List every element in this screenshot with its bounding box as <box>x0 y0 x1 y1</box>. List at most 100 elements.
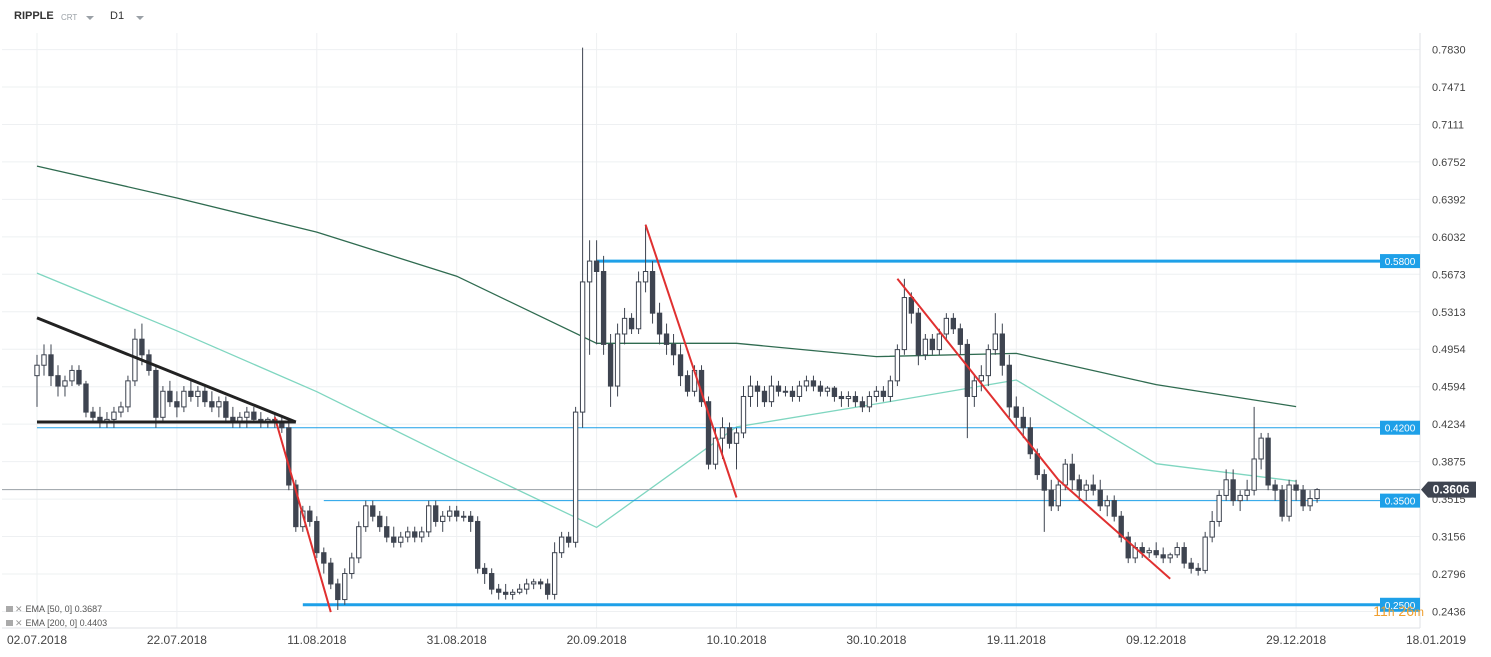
candle-body <box>649 270 656 314</box>
candle-body <box>195 390 201 397</box>
candle-body <box>391 536 397 543</box>
candle-body <box>740 395 747 434</box>
x-tick-label: 31.08.2018 <box>427 633 487 647</box>
y-tick-label: 0.6032 <box>1432 232 1466 244</box>
candle-body <box>887 380 894 397</box>
candle-body <box>1272 484 1278 491</box>
timer-m-unit: m <box>1414 605 1424 619</box>
y-tick-label: 0.4594 <box>1432 382 1466 394</box>
candle-body <box>1314 489 1320 500</box>
candle-body <box>1279 489 1285 517</box>
x-tick-label: 02.07.2018 <box>7 633 67 647</box>
candle-body <box>1258 437 1264 460</box>
candle-body <box>111 411 117 420</box>
candle-body <box>754 385 761 392</box>
candle-body <box>34 364 40 377</box>
close-icon[interactable]: ✕ <box>15 604 23 614</box>
candle-body <box>992 333 998 351</box>
candle-body <box>565 536 572 543</box>
symbol-label[interactable]: RIPPLE <box>14 10 54 22</box>
candle-body <box>929 338 936 351</box>
legend-value: 0.4403 <box>79 618 108 628</box>
trendline-red <box>273 417 332 613</box>
candle-body <box>335 583 341 601</box>
candle-body <box>551 552 558 595</box>
legend-ema-200: ✕ EMA [200, 0] 0.4403 <box>6 618 107 629</box>
candle-body <box>964 343 971 397</box>
candle-body <box>530 581 537 585</box>
last-price-badge <box>1421 481 1476 498</box>
candle-body <box>1118 515 1124 538</box>
market-dropdown-icon[interactable] <box>86 16 94 20</box>
candle-body <box>1300 489 1306 507</box>
candle-body <box>447 510 453 517</box>
y-tick-label: 0.2796 <box>1432 569 1466 581</box>
close-icon[interactable]: ✕ <box>15 618 23 628</box>
candle-body <box>747 385 754 397</box>
timer-minutes: 26 <box>1398 603 1414 619</box>
candle-body <box>614 333 621 387</box>
candle-body <box>1069 463 1075 481</box>
candle-body <box>118 406 124 413</box>
candle-body <box>1125 536 1131 559</box>
candle-body <box>824 387 831 392</box>
candle-body <box>1111 500 1117 517</box>
settings-icon[interactable] <box>6 620 13 626</box>
candle-body <box>286 427 292 486</box>
candle-body <box>482 567 488 575</box>
y-tick-label: 0.6752 <box>1432 157 1466 169</box>
ema-50-line <box>36 272 1297 529</box>
trendlines <box>36 224 1171 613</box>
candle-body <box>761 390 768 403</box>
candle-body <box>593 260 600 272</box>
y-tick-label: 0.6392 <box>1432 194 1466 206</box>
candle-body <box>384 526 390 538</box>
candle-body <box>726 427 733 444</box>
candle-body <box>1216 494 1222 522</box>
x-tick-label: 22.07.2018 <box>147 633 207 647</box>
candle-body <box>1027 427 1033 455</box>
candle-body <box>314 520 320 554</box>
candle-body <box>55 375 61 387</box>
candle-body <box>635 281 642 330</box>
timer-hours: 11 <box>1373 603 1388 619</box>
candle-body <box>1055 484 1061 507</box>
candle-body <box>1307 498 1313 507</box>
timeframe-label[interactable]: D1 <box>110 10 125 22</box>
candle-body <box>936 333 943 351</box>
candle-body <box>677 354 684 377</box>
candle-body <box>223 401 229 418</box>
candle-body <box>328 562 334 585</box>
timeframe-dropdown-icon[interactable] <box>136 16 144 20</box>
candle-body <box>1202 536 1208 571</box>
candle-body <box>978 375 984 382</box>
candle-body <box>684 375 691 392</box>
candle-body <box>999 333 1005 366</box>
legend-ema-50: ✕ EMA [50, 0] 0.3687 <box>6 604 102 615</box>
candle-body <box>454 510 460 517</box>
candle-body <box>244 411 250 418</box>
last-price-label: 0.3606 <box>1433 483 1470 497</box>
candle-body <box>831 387 838 397</box>
candle-body <box>705 401 712 465</box>
legend-label: EMA <box>25 604 45 614</box>
candle-body <box>1076 479 1082 491</box>
candle-body <box>1041 474 1047 491</box>
candle-body <box>419 531 425 538</box>
x-tick-label: 30.10.2018 <box>846 633 906 647</box>
settings-icon[interactable] <box>6 606 13 612</box>
candle-body <box>321 552 327 564</box>
candle-body <box>1195 567 1201 571</box>
candle-body <box>803 380 810 387</box>
candle-body <box>789 390 796 397</box>
candle-body <box>1048 489 1054 507</box>
candle-countdown: 11h 26m <box>1373 603 1424 619</box>
candle-body <box>398 536 404 543</box>
candle-body <box>132 338 138 382</box>
y-axis: 0.7830 0.7471 0.7111 0.6752 0.6392 0.6032 0.56… <box>1421 45 1476 618</box>
candle-body <box>915 312 922 356</box>
candle-body <box>544 583 551 595</box>
candle-body <box>41 354 47 366</box>
candle-body <box>810 380 817 387</box>
